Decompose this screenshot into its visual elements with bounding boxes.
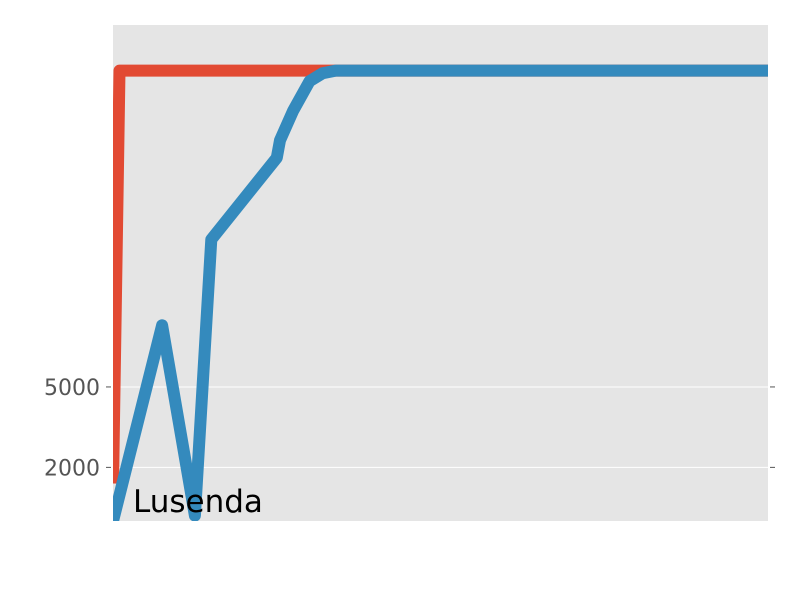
y-tick-label: 2000 [44,456,100,481]
annotation-label: Lusenda [133,484,263,520]
y-tick-label: 5000 [44,376,100,401]
